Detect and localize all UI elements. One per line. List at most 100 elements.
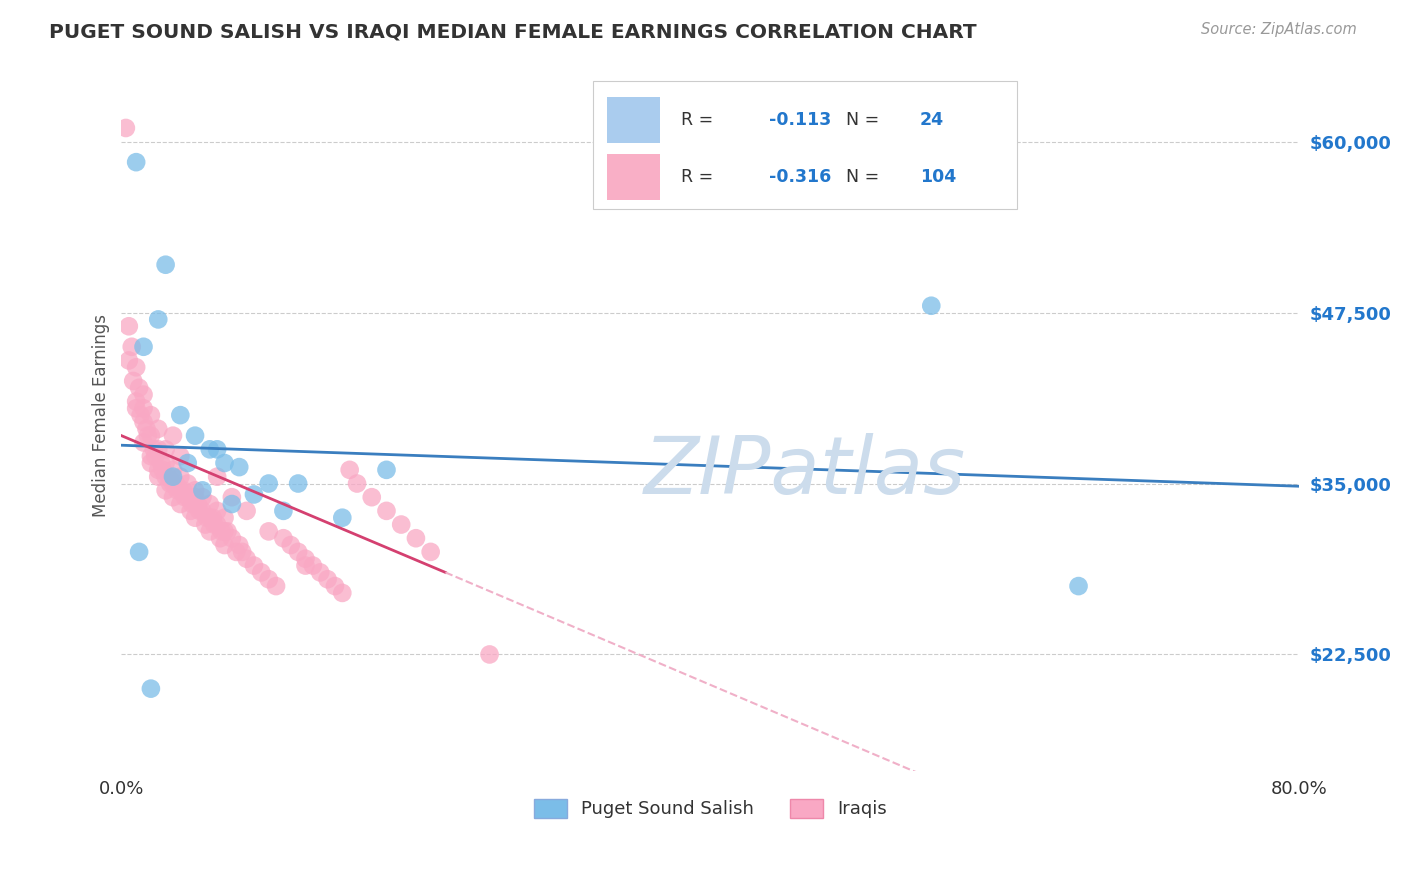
Point: [205, 517, 228, 532]
Point: [264, 579, 287, 593]
Point: [142, 442, 165, 457]
Point: [221, 497, 243, 511]
Text: Source: ZipAtlas.com: Source: ZipAtlas.com: [1201, 22, 1357, 37]
Text: -0.316: -0.316: [769, 168, 831, 186]
Point: [235, 504, 257, 518]
Point: [257, 476, 280, 491]
Point: [159, 476, 181, 491]
Point: [143, 449, 166, 463]
Point: [205, 504, 228, 518]
Point: [346, 476, 368, 491]
Point: [243, 558, 266, 573]
Point: [169, 483, 191, 498]
Point: [198, 497, 221, 511]
FancyBboxPatch shape: [592, 81, 1017, 209]
Point: [228, 460, 250, 475]
Text: 104: 104: [920, 168, 956, 186]
Text: -0.113: -0.113: [769, 111, 831, 129]
Point: [209, 531, 232, 545]
Point: [162, 490, 184, 504]
Point: [287, 545, 309, 559]
Point: [191, 504, 214, 518]
Point: [169, 449, 191, 463]
Point: [128, 381, 150, 395]
Point: [184, 497, 207, 511]
Point: [201, 510, 224, 524]
Point: [148, 422, 170, 436]
Point: [228, 538, 250, 552]
Point: [205, 442, 228, 457]
Point: [280, 538, 302, 552]
Point: [132, 435, 155, 450]
Point: [202, 517, 225, 532]
Point: [194, 517, 217, 532]
Point: [125, 394, 148, 409]
Point: [184, 428, 207, 442]
Point: [1067, 579, 1090, 593]
Point: [180, 504, 202, 518]
Bar: [607, 97, 659, 143]
Point: [184, 483, 207, 498]
Point: [184, 510, 207, 524]
Point: [419, 545, 441, 559]
Text: ZIPatlas: ZIPatlas: [644, 433, 966, 511]
Point: [920, 299, 942, 313]
Point: [294, 558, 316, 573]
Point: [198, 442, 221, 457]
Point: [155, 483, 177, 498]
Point: [155, 442, 177, 457]
Text: N =: N =: [846, 111, 884, 129]
Point: [225, 545, 247, 559]
Point: [139, 408, 162, 422]
Point: [157, 469, 180, 483]
Point: [169, 497, 191, 511]
Point: [135, 422, 157, 436]
Point: [148, 442, 170, 457]
Point: [150, 456, 173, 470]
Point: [221, 531, 243, 545]
Point: [214, 538, 236, 552]
Y-axis label: Median Female Earnings: Median Female Earnings: [93, 314, 110, 516]
Point: [155, 258, 177, 272]
Legend: Puget Sound Salish, Iraqis: Puget Sound Salish, Iraqis: [527, 792, 894, 826]
Point: [177, 476, 200, 491]
Point: [188, 504, 211, 518]
Point: [132, 401, 155, 416]
Point: [375, 504, 398, 518]
Point: [132, 415, 155, 429]
Point: [139, 428, 162, 442]
Point: [148, 469, 170, 483]
Point: [294, 551, 316, 566]
Point: [250, 566, 273, 580]
Point: [360, 490, 382, 504]
Text: R =: R =: [681, 168, 718, 186]
Point: [478, 648, 501, 662]
Point: [139, 681, 162, 696]
Text: 24: 24: [920, 111, 945, 129]
Point: [198, 524, 221, 539]
Text: PUGET SOUND SALISH VS IRAQI MEDIAN FEMALE EARNINGS CORRELATION CHART: PUGET SOUND SALISH VS IRAQI MEDIAN FEMAL…: [49, 22, 977, 41]
Point: [155, 456, 177, 470]
Point: [205, 469, 228, 483]
Point: [136, 428, 159, 442]
Point: [191, 483, 214, 498]
Point: [405, 531, 427, 545]
Point: [235, 551, 257, 566]
Point: [214, 524, 236, 539]
Point: [198, 510, 221, 524]
Point: [214, 456, 236, 470]
Point: [184, 490, 207, 504]
Point: [195, 510, 218, 524]
Point: [172, 483, 194, 498]
Point: [122, 374, 145, 388]
Point: [177, 456, 200, 470]
Point: [187, 497, 209, 511]
Point: [339, 463, 361, 477]
Point: [125, 360, 148, 375]
Point: [155, 469, 177, 483]
Point: [211, 524, 233, 539]
Point: [132, 387, 155, 401]
Point: [128, 545, 150, 559]
Point: [125, 155, 148, 169]
Point: [173, 490, 195, 504]
